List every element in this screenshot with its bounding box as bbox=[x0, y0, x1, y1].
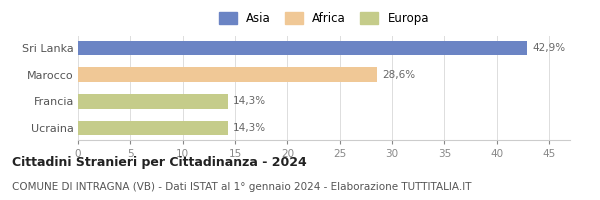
Bar bbox=[78, 41, 527, 55]
Text: 14,3%: 14,3% bbox=[233, 96, 266, 106]
Text: 28,6%: 28,6% bbox=[383, 70, 416, 80]
Text: 14,3%: 14,3% bbox=[233, 123, 266, 133]
Text: COMUNE DI INTRAGNA (VB) - Dati ISTAT al 1° gennaio 2024 - Elaborazione TUTTITALI: COMUNE DI INTRAGNA (VB) - Dati ISTAT al … bbox=[12, 182, 472, 192]
Text: 42,9%: 42,9% bbox=[532, 43, 565, 53]
Bar bbox=[78, 94, 227, 109]
Bar bbox=[78, 67, 377, 82]
Bar bbox=[78, 121, 227, 135]
Legend: Asia, Africa, Europa: Asia, Africa, Europa bbox=[219, 12, 429, 25]
Text: Cittadini Stranieri per Cittadinanza - 2024: Cittadini Stranieri per Cittadinanza - 2… bbox=[12, 156, 307, 169]
